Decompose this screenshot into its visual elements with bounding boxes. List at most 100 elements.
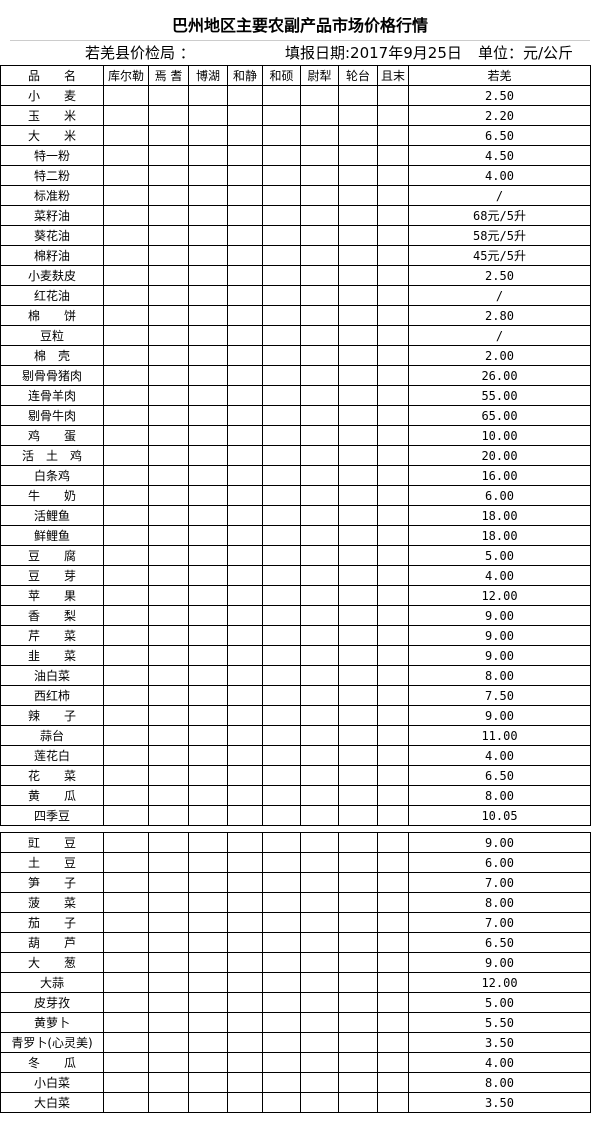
empty-cell (262, 405, 301, 426)
empty-cell (338, 585, 378, 606)
empty-cell (148, 385, 189, 406)
empty-cell (227, 932, 263, 953)
row: 笋 子 7.00 (0, 872, 591, 893)
empty-cell (377, 165, 409, 186)
empty-cell (227, 565, 263, 586)
empty-cell (377, 625, 409, 646)
empty-cell (300, 405, 339, 426)
row: 韭 菜 9.00 (0, 645, 591, 666)
product-name: 连骨羊肉 (0, 385, 104, 406)
empty-cell (227, 285, 263, 306)
empty-cell (300, 872, 339, 893)
empty-cell (227, 625, 263, 646)
product-name: 冬 瓜 (0, 1052, 104, 1073)
empty-cell (148, 245, 189, 266)
empty-cell (103, 605, 149, 626)
price: 6.00 (408, 485, 591, 506)
empty-cell (377, 665, 409, 686)
product-name: 辣 子 (0, 705, 104, 726)
price: 5.00 (408, 545, 591, 566)
empty-cell (148, 852, 189, 873)
empty-cell (338, 912, 378, 933)
empty-cell (188, 325, 228, 346)
empty-cell (338, 932, 378, 953)
row: 香 梨 9.00 (0, 605, 591, 626)
empty-cell (338, 225, 378, 246)
empty-cell (338, 445, 378, 466)
empty-cell (103, 705, 149, 726)
price-table-continued: 豇 豆 9.00 土 豆 6.00 笋 子 7.00 菠 菜 8.00 茄 子 7.00 葫 芦 6.… (0, 832, 591, 1113)
empty-cell (148, 505, 189, 526)
empty-cell (227, 525, 263, 546)
empty-cell (148, 725, 189, 746)
empty-cell (300, 745, 339, 766)
column-header: 轮台 (338, 65, 378, 86)
empty-cell (227, 345, 263, 366)
empty-cell (338, 645, 378, 666)
empty-cell (300, 725, 339, 746)
empty-cell (338, 245, 378, 266)
empty-cell (188, 425, 228, 446)
empty-cell (103, 685, 149, 706)
row: 小白菜 8.00 (0, 1072, 591, 1093)
empty-cell (262, 485, 301, 506)
empty-cell (377, 425, 409, 446)
row: 牛 奶 6.00 (0, 485, 591, 506)
empty-cell (227, 1012, 263, 1033)
empty-cell (103, 265, 149, 286)
product-name: 大白菜 (0, 1092, 104, 1113)
empty-cell (148, 745, 189, 766)
empty-cell (377, 265, 409, 286)
empty-cell (377, 832, 409, 853)
empty-cell (300, 892, 339, 913)
empty-cell (103, 725, 149, 746)
empty-cell (148, 405, 189, 426)
price-table: 品 名库尔勒焉 耆博湖 和静 和硕 尉犁 轮台 且末 若羌小 麦 2.50 玉 米 2.20 大 米… (0, 65, 591, 826)
row: 黄 瓜 8.00 (0, 785, 591, 806)
empty-cell (103, 325, 149, 346)
empty-cell (262, 325, 301, 346)
empty-cell (188, 225, 228, 246)
price: 45元/5升 (408, 245, 591, 266)
empty-cell (300, 1052, 339, 1073)
empty-cell (262, 385, 301, 406)
empty-cell (227, 505, 263, 526)
empty-cell (188, 105, 228, 126)
empty-cell (188, 305, 228, 326)
empty-cell (148, 485, 189, 506)
empty-cell (103, 425, 149, 446)
date: 填报日期:2017年9月25日 (285, 44, 462, 62)
empty-cell (188, 345, 228, 366)
empty-cell (262, 785, 301, 806)
empty-cell (300, 765, 339, 786)
empty-cell (300, 445, 339, 466)
row: 花 菜 6.50 (0, 765, 591, 786)
price: 4.50 (408, 145, 591, 166)
empty-cell (377, 245, 409, 266)
row: 鲜鲤鱼 18.00 (0, 525, 591, 546)
empty-cell (377, 405, 409, 426)
empty-cell (338, 832, 378, 853)
product-name: 青罗卜(心灵美) (0, 1032, 104, 1053)
empty-cell (262, 705, 301, 726)
empty-cell (300, 85, 339, 106)
product-name: 红花油 (0, 285, 104, 306)
empty-cell (103, 952, 149, 973)
empty-cell (227, 465, 263, 486)
empty-cell (103, 465, 149, 486)
empty-cell (103, 185, 149, 206)
empty-cell (188, 205, 228, 226)
empty-cell (148, 952, 189, 973)
price: 9.00 (408, 645, 591, 666)
empty-cell (377, 645, 409, 666)
empty-cell (188, 385, 228, 406)
empty-cell (227, 105, 263, 126)
empty-cell (262, 545, 301, 566)
empty-cell (227, 145, 263, 166)
empty-cell (262, 1092, 301, 1113)
empty-cell (188, 625, 228, 646)
empty-cell (262, 852, 301, 873)
empty-cell (188, 525, 228, 546)
empty-cell (227, 852, 263, 873)
empty-cell (103, 245, 149, 266)
